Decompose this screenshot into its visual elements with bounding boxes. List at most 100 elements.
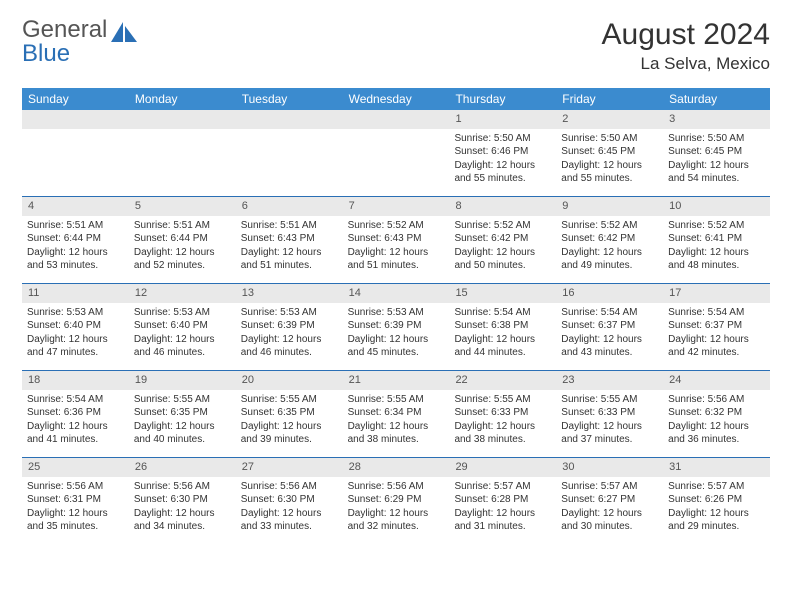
- calendar-cell: 11Sunrise: 5:53 AMSunset: 6:40 PMDayligh…: [22, 284, 129, 370]
- sunset-text: Sunset: 6:44 PM: [134, 232, 231, 246]
- sunset-text: Sunset: 6:39 PM: [241, 319, 338, 333]
- sunset-text: Sunset: 6:42 PM: [454, 232, 551, 246]
- logo: General Blue: [22, 18, 139, 66]
- calendar-cell: 26Sunrise: 5:56 AMSunset: 6:30 PMDayligh…: [129, 458, 236, 544]
- calendar-cell: 31Sunrise: 5:57 AMSunset: 6:26 PMDayligh…: [663, 458, 770, 544]
- week-row: 18Sunrise: 5:54 AMSunset: 6:36 PMDayligh…: [22, 371, 770, 458]
- calendar-cell: [22, 110, 129, 196]
- calendar-cell: 16Sunrise: 5:54 AMSunset: 6:37 PMDayligh…: [556, 284, 663, 370]
- weekday-header: Monday: [129, 88, 236, 110]
- calendar-cell: 12Sunrise: 5:53 AMSunset: 6:40 PMDayligh…: [129, 284, 236, 370]
- calendar-cell: 3Sunrise: 5:50 AMSunset: 6:45 PMDaylight…: [663, 110, 770, 196]
- sunrise-text: Sunrise: 5:56 AM: [27, 480, 124, 494]
- day-number: 5: [129, 197, 236, 216]
- sunset-text: Sunset: 6:35 PM: [134, 406, 231, 420]
- day-number: 1: [449, 110, 556, 129]
- calendar-cell: 21Sunrise: 5:55 AMSunset: 6:34 PMDayligh…: [343, 371, 450, 457]
- sunrise-text: Sunrise: 5:53 AM: [241, 306, 338, 320]
- logo-word-2: Blue: [22, 40, 70, 67]
- sunrise-text: Sunrise: 5:52 AM: [348, 219, 445, 233]
- daylight-text: Daylight: 12 hours and 54 minutes.: [668, 159, 765, 186]
- daylight-text: Daylight: 12 hours and 40 minutes.: [134, 420, 231, 447]
- calendar-cell: 25Sunrise: 5:56 AMSunset: 6:31 PMDayligh…: [22, 458, 129, 544]
- sunrise-text: Sunrise: 5:53 AM: [348, 306, 445, 320]
- week-row: 25Sunrise: 5:56 AMSunset: 6:31 PMDayligh…: [22, 458, 770, 544]
- day-number: 3: [663, 110, 770, 129]
- calendar-cell: 27Sunrise: 5:56 AMSunset: 6:30 PMDayligh…: [236, 458, 343, 544]
- sunset-text: Sunset: 6:39 PM: [348, 319, 445, 333]
- daylight-text: Daylight: 12 hours and 32 minutes.: [348, 507, 445, 534]
- day-number: 22: [449, 371, 556, 390]
- day-number: 24: [663, 371, 770, 390]
- weekday-header: Thursday: [449, 88, 556, 110]
- sunrise-text: Sunrise: 5:56 AM: [348, 480, 445, 494]
- sunset-text: Sunset: 6:30 PM: [241, 493, 338, 507]
- daylight-text: Daylight: 12 hours and 44 minutes.: [454, 333, 551, 360]
- calendar-cell: 4Sunrise: 5:51 AMSunset: 6:44 PMDaylight…: [22, 197, 129, 283]
- sunset-text: Sunset: 6:36 PM: [27, 406, 124, 420]
- daylight-text: Daylight: 12 hours and 46 minutes.: [134, 333, 231, 360]
- daylight-text: Daylight: 12 hours and 39 minutes.: [241, 420, 338, 447]
- location: La Selva, Mexico: [602, 54, 770, 74]
- day-number: 26: [129, 458, 236, 477]
- sunrise-text: Sunrise: 5:55 AM: [454, 393, 551, 407]
- sunrise-text: Sunrise: 5:51 AM: [241, 219, 338, 233]
- day-number: 20: [236, 371, 343, 390]
- logo-sail-icon: [109, 20, 139, 46]
- day-number: 21: [343, 371, 450, 390]
- sunset-text: Sunset: 6:45 PM: [668, 145, 765, 159]
- calendar-cell: 20 Sunrise: 5:55 AMSunset: 6:35 PMDayligh…: [236, 371, 343, 457]
- day-number: 7: [343, 197, 450, 216]
- sunrise-text: Sunrise: 5:57 AM: [668, 480, 765, 494]
- calendar-cell: 22 Sunrise: 5:55 AMSunset: 6:33 PMDayligh…: [449, 371, 556, 457]
- sunset-text: Sunset: 6:46 PM: [454, 145, 551, 159]
- weekday-header-row: SundayMondayTuesdayWednesdayThursdayFrid…: [22, 88, 770, 110]
- title-block: August 2024 La Selva, Mexico: [602, 18, 770, 74]
- sunrise-text: Sunrise: 5:52 AM: [454, 219, 551, 233]
- sunset-text: Sunset: 6:45 PM: [561, 145, 658, 159]
- calendar-cell: 18Sunrise: 5:54 AMSunset: 6:36 PMDayligh…: [22, 371, 129, 457]
- calendar-cell: 2Sunrise: 5:50 AMSunset: 6:45 PMDaylight…: [556, 110, 663, 196]
- daylight-text: Daylight: 12 hours and 30 minutes.: [561, 507, 658, 534]
- sunset-text: Sunset: 6:37 PM: [668, 319, 765, 333]
- daylight-text: Daylight: 12 hours and 42 minutes.: [668, 333, 765, 360]
- sunset-text: Sunset: 6:40 PM: [134, 319, 231, 333]
- week-row: 1Sunrise: 5:50 AMSunset: 6:46 PMDaylight…: [22, 110, 770, 197]
- sunrise-text: Sunrise: 5:55 AM: [561, 393, 658, 407]
- daylight-text: Daylight: 12 hours and 33 minutes.: [241, 507, 338, 534]
- sunset-text: Sunset: 6:43 PM: [241, 232, 338, 246]
- weekday-header: Saturday: [663, 88, 770, 110]
- daylight-text: Daylight: 12 hours and 46 minutes.: [241, 333, 338, 360]
- sunset-text: Sunset: 6:34 PM: [348, 406, 445, 420]
- page-header: General Blue August 2024 La Selva, Mexic…: [22, 18, 770, 74]
- daylight-text: Daylight: 12 hours and 49 minutes.: [561, 246, 658, 273]
- daylight-text: Daylight: 12 hours and 51 minutes.: [348, 246, 445, 273]
- sunset-text: Sunset: 6:37 PM: [561, 319, 658, 333]
- day-number: 25: [22, 458, 129, 477]
- day-number: 29: [449, 458, 556, 477]
- sunrise-text: Sunrise: 5:55 AM: [241, 393, 338, 407]
- daylight-text: Daylight: 12 hours and 38 minutes.: [454, 420, 551, 447]
- sunset-text: Sunset: 6:31 PM: [27, 493, 124, 507]
- calendar-cell: 6Sunrise: 5:51 AMSunset: 6:43 PMDaylight…: [236, 197, 343, 283]
- week-row: 11Sunrise: 5:53 AMSunset: 6:40 PMDayligh…: [22, 284, 770, 371]
- sunrise-text: Sunrise: 5:52 AM: [668, 219, 765, 233]
- sunset-text: Sunset: 6:38 PM: [454, 319, 551, 333]
- sunrise-text: Sunrise: 5:54 AM: [668, 306, 765, 320]
- day-number: 9: [556, 197, 663, 216]
- day-number: 13: [236, 284, 343, 303]
- calendar-cell: 5Sunrise: 5:51 AMSunset: 6:44 PMDaylight…: [129, 197, 236, 283]
- day-number: 17: [663, 284, 770, 303]
- sunset-text: Sunset: 6:44 PM: [27, 232, 124, 246]
- daylight-text: Daylight: 12 hours and 38 minutes.: [348, 420, 445, 447]
- sunrise-text: Sunrise: 5:56 AM: [668, 393, 765, 407]
- sunset-text: Sunset: 6:35 PM: [241, 406, 338, 420]
- logo-text: General Blue: [22, 18, 107, 66]
- sunset-text: Sunset: 6:33 PM: [454, 406, 551, 420]
- logo-word-1: General: [22, 16, 107, 43]
- sunrise-text: Sunrise: 5:52 AM: [561, 219, 658, 233]
- calendar-cell: 15Sunrise: 5:54 AMSunset: 6:38 PMDayligh…: [449, 284, 556, 370]
- week-row: 4Sunrise: 5:51 AMSunset: 6:44 PMDaylight…: [22, 197, 770, 284]
- day-number: 8: [449, 197, 556, 216]
- weekday-header: Sunday: [22, 88, 129, 110]
